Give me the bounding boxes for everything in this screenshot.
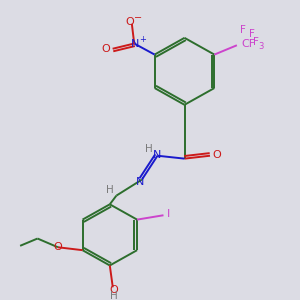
Text: N: N — [152, 150, 161, 160]
Text: O: O — [102, 44, 110, 54]
Text: F: F — [254, 38, 259, 47]
Text: O: O — [53, 242, 62, 252]
Text: O: O — [125, 17, 134, 27]
Text: F: F — [249, 29, 255, 39]
Text: N: N — [136, 177, 145, 187]
Text: CF: CF — [241, 39, 255, 49]
Text: O: O — [109, 285, 118, 295]
Text: 3: 3 — [259, 42, 264, 51]
Text: H: H — [106, 185, 114, 195]
Text: −: − — [134, 14, 142, 23]
Text: I: I — [167, 209, 170, 219]
Text: O: O — [212, 150, 221, 160]
Text: F: F — [240, 25, 246, 35]
Text: H: H — [110, 291, 118, 300]
Text: +: + — [139, 34, 146, 43]
Text: H: H — [145, 144, 153, 154]
Text: N: N — [131, 38, 139, 49]
